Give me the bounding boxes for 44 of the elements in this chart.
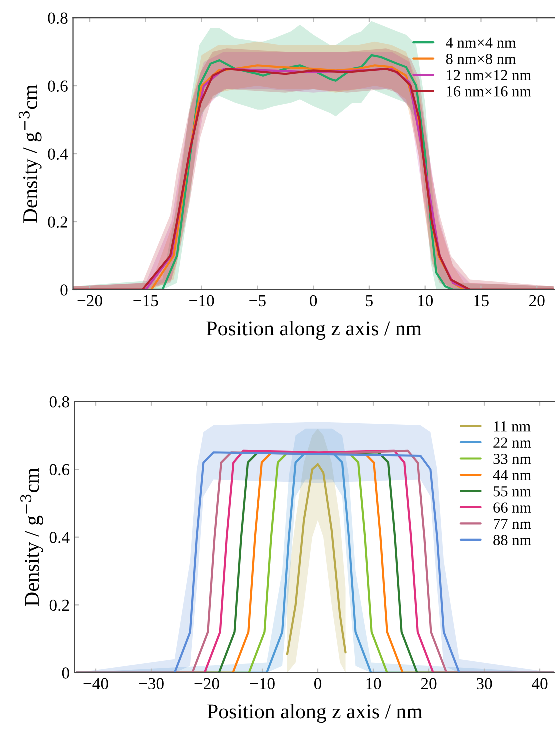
y-tick-label: 0.2 <box>48 216 68 228</box>
y-tick-label: 0.4 <box>50 532 70 544</box>
x-tick-label: 15 <box>474 295 489 307</box>
x-tick-label: 0 <box>310 295 318 307</box>
y-axis-title: Density / g$^{−3}$cm <box>20 468 44 606</box>
y-tick-label: 0.6 <box>50 464 70 476</box>
x-tick-label: −30 <box>139 678 164 690</box>
x-tick-label: 10 <box>418 295 434 307</box>
x-tick-label: −20 <box>78 295 102 307</box>
legend-label: 16 nm×16 nm <box>447 86 532 97</box>
x-tick-label: −10 <box>190 295 214 307</box>
x-tick-label: 10 <box>366 678 382 690</box>
legend-label: 55 nm <box>494 486 532 497</box>
x-axis-title: Position along z axis / nm <box>206 321 422 340</box>
legend-label: 22 nm <box>494 438 532 448</box>
x-tick-label: −20 <box>194 678 220 690</box>
x-tick-label: −5 <box>250 295 266 307</box>
legend-label: 4 nm×4 nm <box>446 38 516 48</box>
x-tick-label: −10 <box>250 678 275 690</box>
x-tick-label: 20 <box>421 678 437 690</box>
x-tick-label: −15 <box>134 295 158 307</box>
x-axis-title: Position along z axis / nm <box>208 704 423 724</box>
legend-label: 77 nm <box>494 519 532 530</box>
legend-label: 44 nm <box>493 470 532 480</box>
y-tick-label: 0.4 <box>48 148 68 160</box>
legend-label: 8 nm×8 nm <box>446 54 516 64</box>
x-tick-label: 20 <box>530 295 545 307</box>
legend-label: 88 nm <box>494 535 532 546</box>
x-tick-label: −40 <box>84 678 108 690</box>
x-tick-label: 0 <box>314 678 322 690</box>
y-tick-label: 0 <box>60 284 68 296</box>
y-tick-label: 0.8 <box>50 396 70 408</box>
legend-label: 12 nm×12 nm <box>447 70 532 80</box>
legend-label: 66 nm <box>494 502 532 513</box>
x-tick-label: 5 <box>366 295 373 307</box>
y-tick-label: 0.6 <box>48 80 68 92</box>
legend-label: 11 nm <box>494 422 531 432</box>
legend-label: 33 nm <box>494 454 532 464</box>
y-tick-label: 0.8 <box>48 12 68 24</box>
y-tick-label: 0 <box>62 668 70 679</box>
y-axis-title: Density / g$^{−3}$cm <box>18 84 42 223</box>
y-tick-label: 0.2 <box>50 600 70 612</box>
x-tick-label: 30 <box>476 678 492 690</box>
x-tick-label: 40 <box>532 678 548 690</box>
